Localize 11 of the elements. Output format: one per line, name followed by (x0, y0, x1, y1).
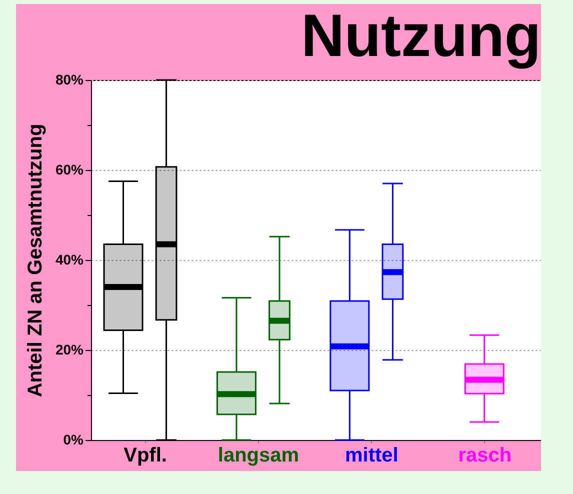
x-tick-label: Vpfl. (124, 444, 167, 466)
x-tick-label: langsam (218, 444, 300, 466)
y-tick-label: 80% (55, 72, 84, 88)
x-tick-label: rasch (458, 444, 512, 466)
x-tick-label: mittel (345, 444, 398, 466)
y-tick-label: 0% (63, 432, 84, 448)
y-tick-label: 60% (55, 162, 84, 178)
y-axis-title: Anteil ZN an Gesamtnutzung (24, 124, 46, 398)
y-tick-label: 20% (55, 342, 84, 358)
chart-title: Nutzung (301, 2, 541, 69)
y-tick-label: 40% (55, 252, 84, 268)
